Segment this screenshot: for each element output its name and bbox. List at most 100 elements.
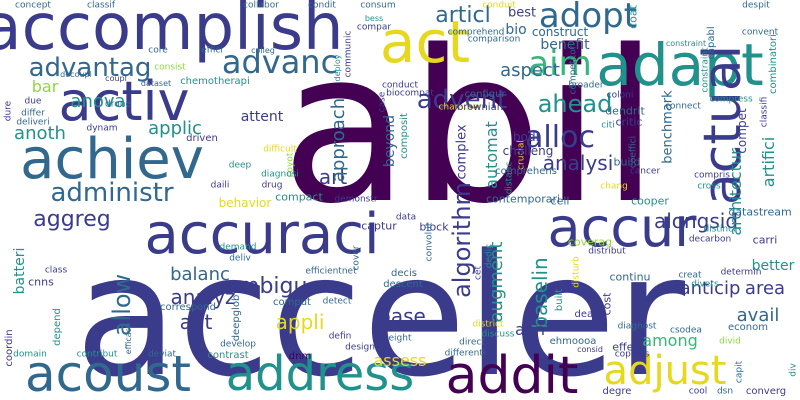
word-classif: classif: [86, 0, 116, 11]
word-adopt: adopt: [538, 0, 638, 36]
word-coyot: difficult: [263, 144, 297, 155]
word-composit: deepglob: [231, 294, 242, 342]
word-citi: datastream: [728, 205, 792, 219]
word-cover: character: [438, 102, 482, 113]
word-compact: dnm: [288, 351, 312, 362]
word-build: determin: [720, 267, 762, 278]
word-configur: cost: [600, 292, 614, 316]
word-drug: diagnosi: [261, 169, 299, 180]
word-bar: bar: [31, 77, 59, 96]
word-coloni: cooper: [631, 194, 669, 208]
word-contribut: differenti: [444, 348, 486, 359]
word-copious: compar: [356, 22, 392, 33]
word-contemporari: contribut: [76, 349, 118, 360]
word-accuraci: accuraci: [144, 202, 380, 267]
word-comput: capit: [734, 360, 745, 384]
word-demonstr: drug: [261, 180, 283, 191]
word-differ: citi: [601, 120, 615, 131]
word-classifi: cell: [550, 194, 570, 208]
word-coupl: due: [24, 96, 42, 107]
word-behavior: behavior: [218, 196, 272, 210]
word-deliv: demand: [219, 242, 257, 253]
word-comparison: bodi: [513, 130, 539, 144]
word-dsn: deploy: [333, 54, 342, 82]
word-alongsid: alongsid: [653, 209, 739, 233]
word-compress: build: [613, 155, 641, 169]
word-bodi: correspond: [160, 302, 216, 313]
word-articl: articl: [435, 3, 491, 28]
word-deviat: direct: [459, 337, 485, 348]
word-creat: cool: [688, 386, 708, 397]
word-avail: avail: [736, 305, 780, 326]
word-dataset: differ: [21, 108, 45, 119]
word-domain: district: [472, 319, 504, 330]
word-coverag: deliv: [229, 253, 251, 264]
word-comprehens: coordin: [4, 329, 15, 367]
word-discover: div: [788, 363, 799, 377]
word-analysi: analysi: [542, 151, 614, 175]
word-acoust: acoust: [24, 345, 192, 400]
word-approach: approach: [328, 97, 349, 183]
word-art: art: [318, 165, 348, 189]
word-built: ehmoooa: [549, 336, 597, 347]
word-abil: abil: [280, 5, 660, 250]
word-beyond: beyond: [382, 114, 398, 168]
word-data: daili: [210, 180, 230, 191]
word-addit: addit: [445, 346, 579, 400]
word-detect: compress: [709, 94, 753, 105]
word-algorithm: algorithm: [448, 182, 476, 298]
word-contrast: design: [345, 342, 375, 353]
word-cooper: domain: [13, 349, 47, 360]
word-determin: copious: [614, 349, 650, 360]
word-drone: cancer: [629, 166, 661, 177]
word-chang: cnns: [28, 275, 54, 289]
word-demand: deep: [228, 160, 252, 171]
word-compris: compact: [275, 190, 323, 204]
word-aim: aim: [528, 44, 592, 84]
word-despit: despit: [742, 0, 770, 11]
word-architectur: architectur: [726, 148, 745, 236]
word-attent: attent: [240, 109, 284, 125]
word-collabor: collabor: [243, 0, 279, 11]
word-convolut: data: [395, 212, 417, 223]
word-crucial: class: [44, 265, 68, 276]
word-baselin: baselin: [528, 257, 552, 329]
word-carri: contrast: [207, 350, 249, 361]
word-batteri: batteri: [12, 247, 28, 295]
word-conduit: conduit: [482, 0, 516, 11]
word-achiev: achiev: [20, 127, 204, 192]
word-due: compris: [694, 170, 730, 181]
word-discuss: decoupl: [60, 70, 92, 79]
word-distanc: dedic: [484, 243, 495, 269]
word-brownian: built: [554, 288, 565, 312]
word-cost: discuss: [481, 329, 515, 340]
word-broader: contemporari: [485, 192, 561, 206]
word-defin: biocompat: [386, 88, 434, 99]
word-diagnost: comparison: [467, 34, 521, 45]
word-competitor: challeng: [502, 144, 554, 158]
word-distribut: disturb: [571, 256, 582, 288]
word-coordin: csodea: [670, 325, 702, 336]
word-alloc: alloc: [525, 120, 595, 155]
word-daili: demonstr: [334, 194, 378, 205]
word-bess: complex: [454, 124, 470, 180]
word-decoupl: deliveri: [16, 117, 50, 128]
word-challeng: comput: [273, 297, 311, 308]
word-administr: administr: [50, 178, 174, 208]
word-combinatori: combinatori: [768, 34, 779, 94]
word-compet: econom: [728, 322, 768, 333]
word-correspond: divid: [719, 336, 741, 347]
word-captur: dead: [574, 309, 600, 320]
word-concept: concept: [15, 0, 51, 11]
word-comprehend: composit: [399, 113, 410, 159]
word-compar: driven: [186, 133, 218, 144]
word-connect: comprehens: [495, 166, 557, 177]
word-chemotherapi: dure: [3, 100, 14, 122]
word-accur: accur: [547, 196, 697, 259]
word-conduct: configur: [464, 89, 506, 100]
word-case: brownian: [456, 102, 504, 113]
word-csodea: comprehend: [447, 27, 505, 38]
word-acceler: acceler: [74, 218, 686, 400]
word-appli: appli: [275, 310, 325, 334]
word-cet: distinct: [703, 224, 737, 235]
